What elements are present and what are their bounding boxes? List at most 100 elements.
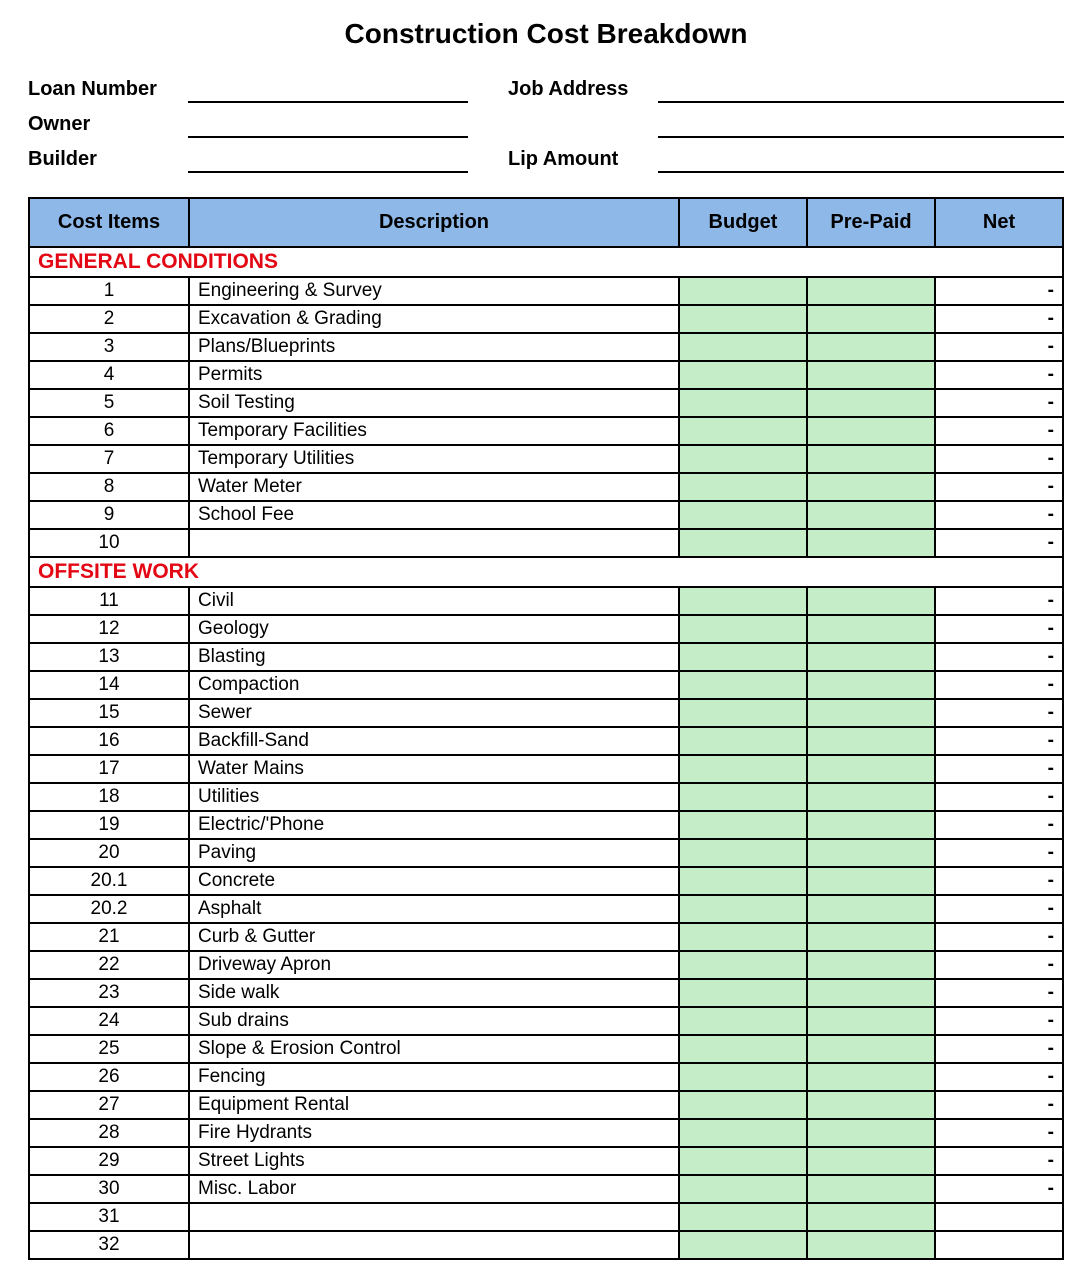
cell-budget[interactable] [679, 783, 807, 811]
cell-prepaid[interactable] [807, 699, 935, 727]
cell-item-number: 12 [29, 615, 189, 643]
cell-prepaid[interactable] [807, 1203, 935, 1231]
cell-item-number: 20 [29, 839, 189, 867]
col-header-cost-items: Cost Items [29, 198, 189, 247]
cell-prepaid[interactable] [807, 305, 935, 333]
cell-prepaid[interactable] [807, 979, 935, 1007]
cell-budget[interactable] [679, 445, 807, 473]
cell-prepaid[interactable] [807, 1231, 935, 1259]
cell-budget[interactable] [679, 839, 807, 867]
cell-prepaid[interactable] [807, 923, 935, 951]
cell-budget[interactable] [679, 671, 807, 699]
cell-budget[interactable] [679, 699, 807, 727]
cell-prepaid[interactable] [807, 333, 935, 361]
job-address-field-2[interactable] [658, 114, 1064, 138]
cell-prepaid[interactable] [807, 727, 935, 755]
cell-net: - [935, 1119, 1063, 1147]
cell-prepaid[interactable] [807, 361, 935, 389]
cell-prepaid[interactable] [807, 839, 935, 867]
cell-budget[interactable] [679, 529, 807, 557]
cell-prepaid[interactable] [807, 951, 935, 979]
cell-prepaid[interactable] [807, 417, 935, 445]
cell-item-number: 28 [29, 1119, 189, 1147]
table-row: 20Paving- [29, 839, 1063, 867]
cell-budget[interactable] [679, 417, 807, 445]
cell-budget[interactable] [679, 361, 807, 389]
table-row: 19Electric/'Phone- [29, 811, 1063, 839]
cell-prepaid[interactable] [807, 1147, 935, 1175]
table-row: 4Permits- [29, 361, 1063, 389]
cell-prepaid[interactable] [807, 501, 935, 529]
cell-budget[interactable] [679, 643, 807, 671]
cell-budget[interactable] [679, 389, 807, 417]
cell-budget[interactable] [679, 333, 807, 361]
cell-budget[interactable] [679, 1091, 807, 1119]
cell-prepaid[interactable] [807, 529, 935, 557]
loan-number-field[interactable] [188, 79, 468, 103]
cell-description: Misc. Labor [189, 1175, 679, 1203]
cell-prepaid[interactable] [807, 1119, 935, 1147]
table-row: 32 [29, 1231, 1063, 1259]
cell-budget[interactable] [679, 615, 807, 643]
cell-prepaid[interactable] [807, 811, 935, 839]
owner-field[interactable] [188, 114, 468, 138]
cell-budget[interactable] [679, 1007, 807, 1035]
cell-prepaid[interactable] [807, 615, 935, 643]
cell-net: - [935, 529, 1063, 557]
cell-budget[interactable] [679, 277, 807, 305]
cell-item-number: 20.1 [29, 867, 189, 895]
cell-budget[interactable] [679, 867, 807, 895]
cell-budget[interactable] [679, 1175, 807, 1203]
cell-budget[interactable] [679, 755, 807, 783]
cell-budget[interactable] [679, 1035, 807, 1063]
cell-net: - [935, 361, 1063, 389]
cell-prepaid[interactable] [807, 445, 935, 473]
cell-budget[interactable] [679, 951, 807, 979]
job-address-field[interactable] [658, 79, 1064, 103]
cell-budget[interactable] [679, 1231, 807, 1259]
cell-item-number: 22 [29, 951, 189, 979]
lip-amount-field[interactable] [658, 149, 1064, 173]
table-row: 18Utilities- [29, 783, 1063, 811]
cell-description: Slope & Erosion Control [189, 1035, 679, 1063]
table-row: 14Compaction- [29, 671, 1063, 699]
cell-prepaid[interactable] [807, 277, 935, 305]
cell-prepaid[interactable] [807, 1063, 935, 1091]
table-row: 25Slope & Erosion Control- [29, 1035, 1063, 1063]
cell-prepaid[interactable] [807, 473, 935, 501]
cell-net: - [935, 839, 1063, 867]
cell-budget[interactable] [679, 895, 807, 923]
cell-prepaid[interactable] [807, 389, 935, 417]
cell-budget[interactable] [679, 587, 807, 615]
cell-prepaid[interactable] [807, 755, 935, 783]
cell-budget[interactable] [679, 979, 807, 1007]
cell-prepaid[interactable] [807, 1035, 935, 1063]
cell-prepaid[interactable] [807, 783, 935, 811]
cell-description: Water Meter [189, 473, 679, 501]
cell-budget[interactable] [679, 923, 807, 951]
cell-budget[interactable] [679, 1119, 807, 1147]
cell-budget[interactable] [679, 305, 807, 333]
cell-budget[interactable] [679, 811, 807, 839]
cell-budget[interactable] [679, 473, 807, 501]
table-row: 6Temporary Facilities- [29, 417, 1063, 445]
cell-budget[interactable] [679, 501, 807, 529]
cell-net: - [935, 671, 1063, 699]
cell-prepaid[interactable] [807, 1007, 935, 1035]
cell-prepaid[interactable] [807, 895, 935, 923]
cell-net: - [935, 333, 1063, 361]
cell-net: - [935, 445, 1063, 473]
cell-item-number: 25 [29, 1035, 189, 1063]
cell-prepaid[interactable] [807, 1175, 935, 1203]
cell-prepaid[interactable] [807, 1091, 935, 1119]
cell-prepaid[interactable] [807, 671, 935, 699]
cell-budget[interactable] [679, 1203, 807, 1231]
cell-budget[interactable] [679, 1147, 807, 1175]
cell-prepaid[interactable] [807, 587, 935, 615]
cell-budget[interactable] [679, 1063, 807, 1091]
builder-field[interactable] [188, 149, 468, 173]
col-header-net: Net [935, 198, 1063, 247]
cell-prepaid[interactable] [807, 867, 935, 895]
cell-budget[interactable] [679, 727, 807, 755]
cell-prepaid[interactable] [807, 643, 935, 671]
